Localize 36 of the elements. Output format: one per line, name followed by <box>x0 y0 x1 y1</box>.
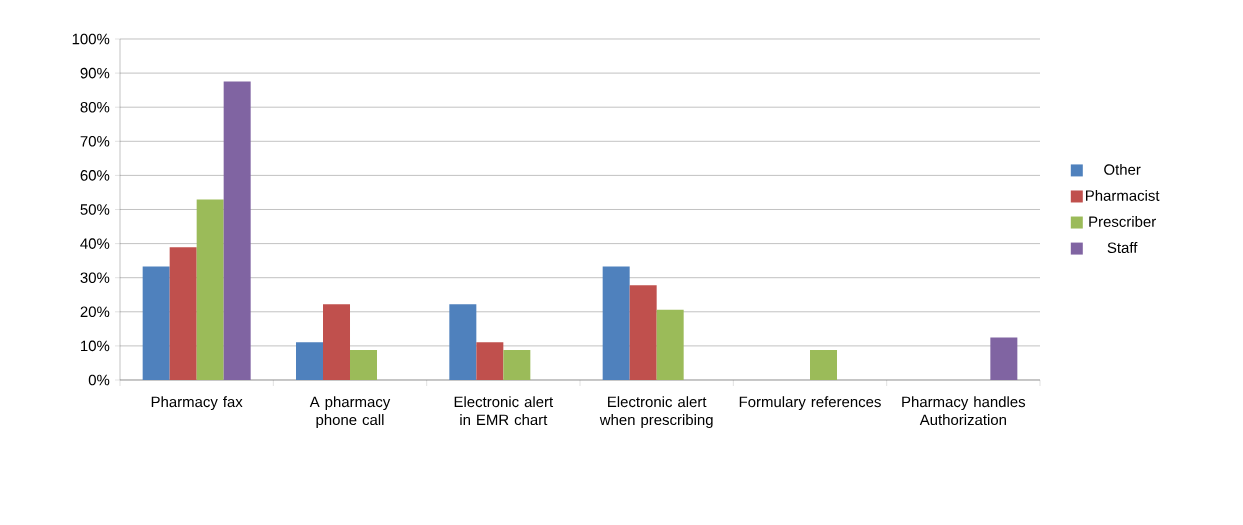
bar <box>990 337 1018 380</box>
y-tick-label: 10% <box>81 340 110 352</box>
y-tick-label: 80% <box>80 101 110 113</box>
bar <box>323 304 350 380</box>
bar <box>142 266 170 380</box>
bar <box>350 349 377 380</box>
x-tick-label: Electronic alert when prescribing <box>599 396 713 429</box>
bar <box>503 349 531 380</box>
bar <box>656 309 684 380</box>
y-tick-label: 90% <box>80 67 110 79</box>
x-tick-label: Electronic alert in EMR chart <box>454 396 554 426</box>
legend-label: Staff <box>1107 242 1138 254</box>
bar <box>629 285 657 380</box>
x-tick-label: Pharmacy handles Authorization <box>902 396 1026 426</box>
y-tick-label: 100% <box>72 33 110 45</box>
legend-label: Pharmacist <box>1086 189 1160 201</box>
y-tick-label: 30% <box>80 272 110 283</box>
bar <box>449 304 477 380</box>
bar <box>602 266 630 380</box>
bar <box>296 342 323 380</box>
y-tick-label: 20% <box>80 306 110 318</box>
y-tick-label: 40% <box>80 238 110 249</box>
bar <box>476 342 504 380</box>
bar <box>810 349 838 380</box>
bar <box>169 247 197 380</box>
y-tick-label: 50% <box>80 204 110 215</box>
legend-label: Other <box>1104 163 1141 175</box>
y-tick-label: 70% <box>80 136 110 147</box>
x-tick-label: Formulary references <box>739 396 881 411</box>
bar <box>196 199 224 380</box>
y-tick-label: 60% <box>80 170 110 181</box>
legend-label: Prescriber <box>1089 216 1156 227</box>
x-tick-label: A pharmacy phone call <box>309 396 391 429</box>
y-tick-label: 0% <box>88 374 110 386</box>
x-tick-label: Pharmacy fax <box>151 396 243 411</box>
bar <box>223 81 251 380</box>
